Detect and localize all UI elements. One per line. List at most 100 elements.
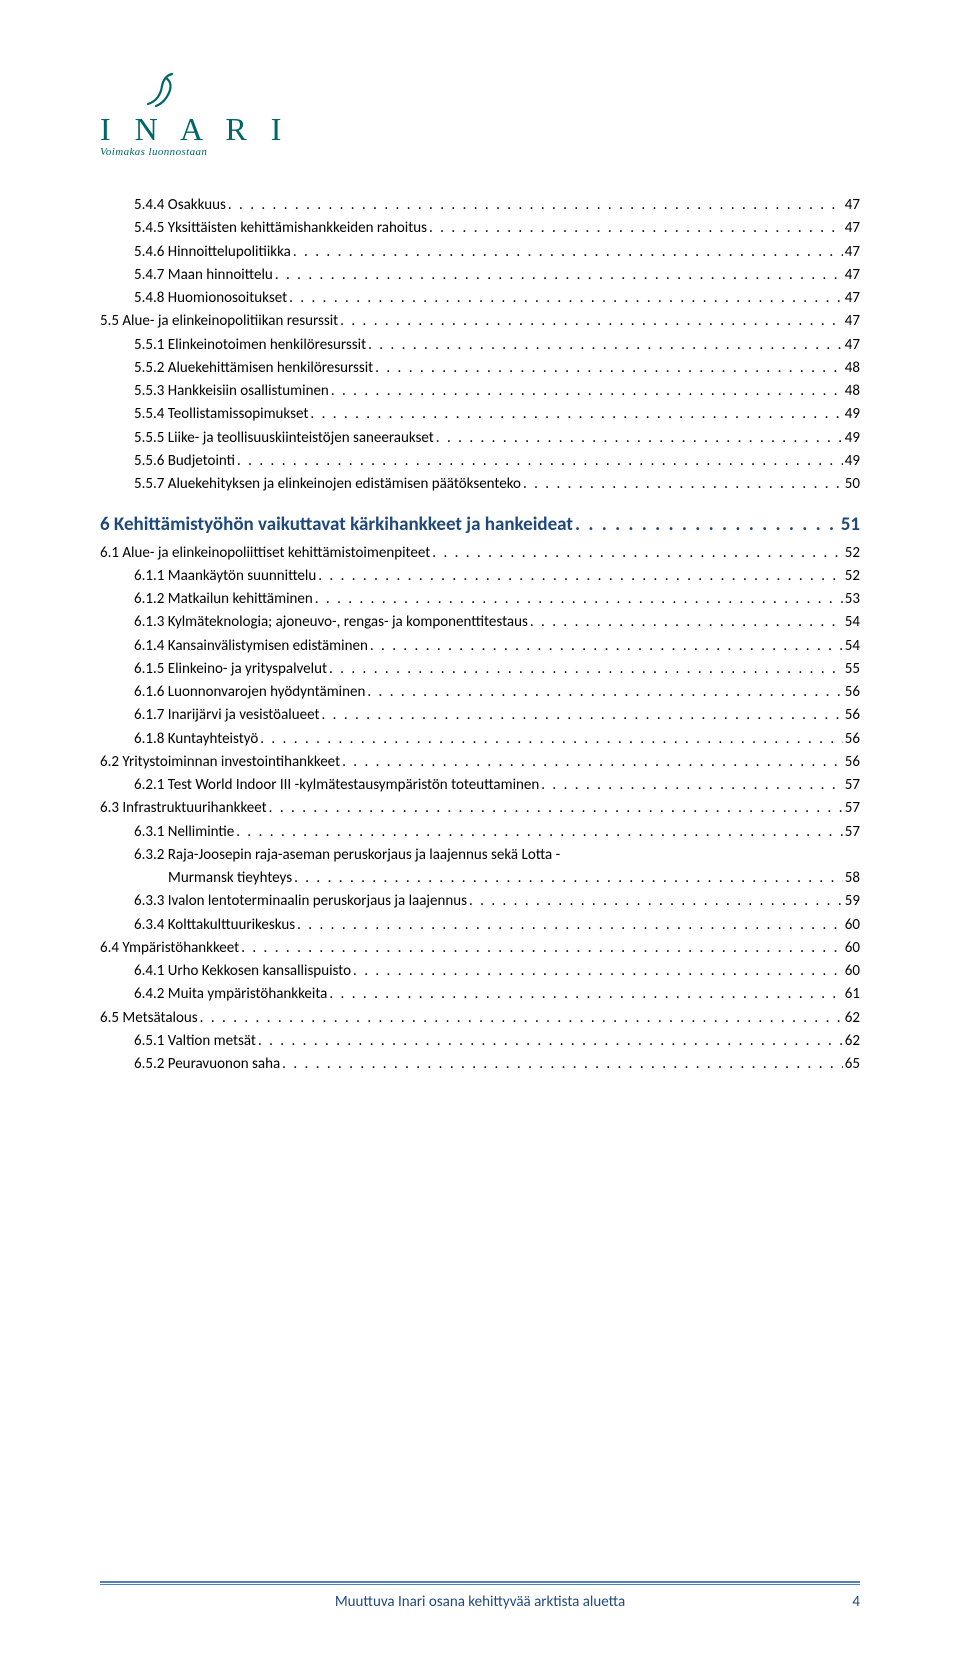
toc-leader: . . . . . . . . . . . . . . . . . . . . … bbox=[353, 960, 843, 983]
toc-entry-label: 5.5.2 Aluekehittämisen henkilöresurssit bbox=[134, 357, 373, 380]
toc-entry-label: 6.5.2 Peuravuonon saha bbox=[134, 1053, 280, 1076]
toc-page-number: 48 bbox=[845, 380, 860, 403]
toc-entry[interactable]: 5.5.6 Budjetointi. . . . . . . . . . . .… bbox=[100, 450, 860, 473]
toc-entry[interactable]: 6.1.6 Luonnonvarojen hyödyntäminen. . . … bbox=[100, 681, 860, 704]
toc-leader: . . . . . . . . . . . . . . . . . . . . … bbox=[329, 658, 843, 681]
toc-entry-label: 5.4.6 Hinnoittelupolitiikka bbox=[134, 241, 291, 264]
toc-entry[interactable]: 6.1.7 Inarijärvi ja vesistöalueet. . . .… bbox=[100, 704, 860, 727]
toc-entry[interactable]: 6.1.4 Kansainvälistymisen edistäminen. .… bbox=[100, 635, 860, 658]
toc-leader: . . . . . . . . . . . . . . . . . . . . … bbox=[200, 1007, 843, 1030]
toc-entry-label: 5.4.5 Yksittäisten kehittämishankkeiden … bbox=[134, 217, 427, 240]
toc-entry-label: 5.5.3 Hankkeisiin osallistuminen bbox=[134, 380, 329, 403]
toc-entry[interactable]: 6 Kehittämistyöhön vaikuttavat kärkihank… bbox=[100, 510, 860, 539]
toc-leader: . . . . . . . . . . . . . . . . . . . . … bbox=[294, 867, 843, 890]
toc-entry[interactable]: 6.1.1 Maankäytön suunnittelu. . . . . . … bbox=[100, 565, 860, 588]
toc-entry[interactable]: 6.3.4 Kolttakulttuurikeskus. . . . . . .… bbox=[100, 914, 860, 937]
toc-page-number: 55 bbox=[845, 658, 860, 681]
toc-entry[interactable]: 5.5.1 Elinkeinotoimen henkilöresurssit. … bbox=[100, 334, 860, 357]
toc-page-number: 65 bbox=[845, 1053, 860, 1076]
toc-page-number: 56 bbox=[845, 681, 860, 704]
toc-entry[interactable]: 6.5 Metsätalous. . . . . . . . . . . . .… bbox=[100, 1007, 860, 1030]
toc-entry[interactable]: 6.3.2 Raja-Joosepin raja-aseman peruskor… bbox=[100, 844, 860, 867]
toc-page-number: 51 bbox=[841, 510, 860, 539]
toc-leader: . . . . . . . . . . . . . . . . . . . . … bbox=[432, 542, 843, 565]
toc-entry[interactable]: 6.2 Yritystoiminnan investointihankkeet.… bbox=[100, 751, 860, 774]
toc-entry[interactable]: 5.4.5 Yksittäisten kehittämishankkeiden … bbox=[100, 217, 860, 240]
toc-entry-label: 5.5 Alue- ja elinkeinopolitiikan resurss… bbox=[100, 310, 338, 333]
toc-page-number: 50 bbox=[845, 473, 860, 496]
toc-entry[interactable]: 5.4.8 Huomionosoitukset. . . . . . . . .… bbox=[100, 287, 860, 310]
toc-entry-label: 6.5.1 Valtion metsät bbox=[134, 1030, 256, 1053]
toc-page-number: 49 bbox=[845, 403, 860, 426]
footer-text-row: Muuttuva Inari osana kehittyvää arktista… bbox=[100, 1593, 860, 1611]
toc-entry[interactable]: 6.3 Infrastruktuurihankkeet. . . . . . .… bbox=[100, 797, 860, 820]
toc-leader: . . . . . . . . . . . . . . . . . . . . … bbox=[318, 565, 843, 588]
toc-entry[interactable]: 6.4.1 Urho Kekkosen kansallispuisto. . .… bbox=[100, 960, 860, 983]
toc-entry-label: 6.2.1 Test World Indoor III -kylmätestau… bbox=[134, 774, 539, 797]
toc-entry-label: 6.1.6 Luonnonvarojen hyödyntäminen bbox=[134, 681, 365, 704]
toc-entry[interactable]: 5.5.2 Aluekehittämisen henkilöresurssit.… bbox=[100, 357, 860, 380]
toc-leader: . . . . . . . . . . . . . . . . . . . . … bbox=[575, 510, 839, 539]
toc-page-number: 47 bbox=[845, 334, 860, 357]
toc-entry-label: 6.4.2 Muita ympäristöhankkeita bbox=[134, 983, 327, 1006]
page-footer: Muuttuva Inari osana kehittyvää arktista… bbox=[100, 1581, 860, 1611]
toc-entry-label: 6.1.5 Elinkeino- ja yrityspalvelut bbox=[134, 658, 327, 681]
toc-leader: . . . . . . . . . . . . . . . . . . . . … bbox=[429, 217, 843, 240]
toc-entry-label: 5.4.7 Maan hinnoittelu bbox=[134, 264, 273, 287]
toc-page-number: 47 bbox=[845, 264, 860, 287]
toc-page-number: 49 bbox=[845, 427, 860, 450]
toc-entry[interactable]: 6.5.2 Peuravuonon saha. . . . . . . . . … bbox=[100, 1053, 860, 1076]
toc-entry-label: 6 Kehittämistyöhön vaikuttavat kärkihank… bbox=[100, 510, 573, 539]
toc-entry-label: 5.4.4 Osakkuus bbox=[134, 194, 226, 217]
toc-entry[interactable]: 6.2.1 Test World Indoor III -kylmätestau… bbox=[100, 774, 860, 797]
toc-entry-label: 6.2 Yritystoiminnan investointihankkeet bbox=[100, 751, 340, 774]
footer-title: Muuttuva Inari osana kehittyvää arktista… bbox=[335, 1593, 625, 1611]
toc-entry[interactable]: 6.1 Alue- ja elinkeinopoliittiset kehitt… bbox=[100, 542, 860, 565]
toc-entry[interactable]: 6.4 Ympäristöhankkeet. . . . . . . . . .… bbox=[100, 937, 860, 960]
footer-rule-bottom bbox=[100, 1584, 860, 1585]
toc-leader: . . . . . . . . . . . . . . . . . . . . … bbox=[258, 1030, 843, 1053]
toc-leader: . . . . . . . . . . . . . . . . . . . . … bbox=[436, 427, 843, 450]
toc-page-number: 52 bbox=[845, 542, 860, 565]
footer-page-number: 4 bbox=[852, 1593, 860, 1611]
toc-entry-label: 6.5 Metsätalous bbox=[100, 1007, 198, 1030]
toc-entry[interactable]: 6.3.3 Ivalon lentoterminaalin peruskorja… bbox=[100, 890, 860, 913]
toc-entry[interactable]: 5.5 Alue- ja elinkeinopolitiikan resurss… bbox=[100, 310, 860, 333]
toc-entry[interactable]: 6.1.8 Kuntayhteistyö. . . . . . . . . . … bbox=[100, 728, 860, 751]
toc-leader: . . . . . . . . . . . . . . . . . . . . … bbox=[228, 194, 843, 217]
toc-leader: . . . . . . . . . . . . . . . . . . . . … bbox=[275, 264, 843, 287]
toc-entry[interactable]: 5.4.7 Maan hinnoittelu. . . . . . . . . … bbox=[100, 264, 860, 287]
toc-entry[interactable]: 6.1.5 Elinkeino- ja yrityspalvelut. . . … bbox=[100, 658, 860, 681]
toc-page-number: 60 bbox=[845, 914, 860, 937]
toc-entry[interactable]: 6.5.1 Valtion metsät. . . . . . . . . . … bbox=[100, 1030, 860, 1053]
toc-entry[interactable]: 6.3.1 Nellimintie. . . . . . . . . . . .… bbox=[100, 821, 860, 844]
toc-entry[interactable]: 5.5.5 Liike- ja teollisuuskiinteistöjen … bbox=[100, 427, 860, 450]
toc-leader: . . . . . . . . . . . . . . . . . . . . … bbox=[260, 728, 843, 751]
toc-entry[interactable]: 6.4.2 Muita ympäristöhankkeita. . . . . … bbox=[100, 983, 860, 1006]
toc-entry-continuation[interactable]: Murmansk tieyhteys. . . . . . . . . . . … bbox=[100, 867, 860, 890]
toc-page-number: 57 bbox=[845, 774, 860, 797]
toc-page-number: 56 bbox=[845, 751, 860, 774]
toc-entry[interactable]: 6.1.3 Kylmäteknologia; ajoneuvo-, rengas… bbox=[100, 611, 860, 634]
toc-entry[interactable]: 5.5.3 Hankkeisiin osallistuminen. . . . … bbox=[100, 380, 860, 403]
toc-entry-label: 5.5.7 Aluekehityksen ja elinkeinojen edi… bbox=[134, 473, 521, 496]
toc-entry[interactable]: 5.4.6 Hinnoittelupolitiikka. . . . . . .… bbox=[100, 241, 860, 264]
toc-entry[interactable]: 5.4.4 Osakkuus. . . . . . . . . . . . . … bbox=[100, 194, 860, 217]
toc-entry-label: 6.1 Alue- ja elinkeinopoliittiset kehitt… bbox=[100, 542, 430, 565]
toc-leader: . . . . . . . . . . . . . . . . . . . . … bbox=[367, 681, 842, 704]
toc-leader: . . . . . . . . . . . . . . . . . . . . … bbox=[321, 704, 842, 727]
toc-entry[interactable]: 5.5.7 Aluekehityksen ja elinkeinojen edi… bbox=[100, 473, 860, 496]
toc-page-number: 52 bbox=[845, 565, 860, 588]
toc-leader: . . . . . . . . . . . . . . . . . . . . … bbox=[530, 611, 843, 634]
toc-page-number: 47 bbox=[845, 241, 860, 264]
toc-leader: . . . . . . . . . . . . . . . . . . . . … bbox=[370, 635, 843, 658]
toc-leader: . . . . . . . . . . . . . . . . . . . . … bbox=[541, 774, 843, 797]
logo-wordmark: I N A R I bbox=[100, 111, 860, 148]
toc-page-number: 47 bbox=[845, 287, 860, 310]
toc-entry[interactable]: 5.5.4 Teollistamissopimukset. . . . . . … bbox=[100, 403, 860, 426]
toc-entry-label: 6.3.4 Kolttakulttuurikeskus bbox=[134, 914, 295, 937]
toc-entry-label: 5.5.5 Liike- ja teollisuuskiinteistöjen … bbox=[134, 427, 434, 450]
toc-leader: . . . . . . . . . . . . . . . . . . . . … bbox=[236, 821, 843, 844]
toc-page-number: 48 bbox=[845, 357, 860, 380]
toc-entry[interactable]: 6.1.2 Matkailun kehittäminen. . . . . . … bbox=[100, 588, 860, 611]
